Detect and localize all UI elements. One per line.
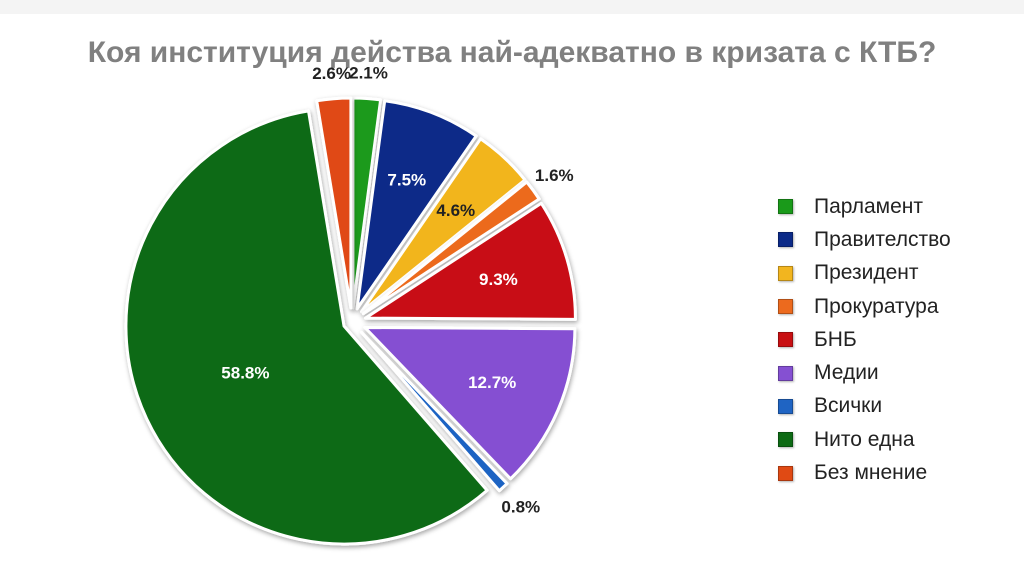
slice-value-label: 0.8% (501, 497, 540, 516)
slice-value-label: 7.5% (387, 171, 426, 190)
legend-swatch (778, 265, 793, 281)
pie-slice (351, 96, 383, 310)
pie-slice (355, 99, 478, 311)
legend-swatch (778, 465, 793, 481)
legend-label: Медии (814, 361, 879, 385)
legend-label: Без мнение (814, 461, 928, 485)
legend-item: Парламент (778, 190, 951, 223)
legend-label: Парламент (814, 194, 923, 218)
legend-label: Президент (814, 261, 919, 285)
legend-item: Нито една (778, 423, 951, 456)
slice-value-label: 2.1% (349, 64, 388, 83)
legend-swatch (778, 199, 793, 215)
legend-swatch (778, 432, 793, 448)
legend-item: БНБ (778, 323, 951, 356)
pie-slice (315, 96, 353, 310)
legend-item: Правителство (778, 223, 951, 256)
slice-value-label: 2.6% (312, 64, 351, 83)
pie-slice (360, 137, 527, 314)
legend-swatch (778, 332, 793, 348)
legend-label: Правителство (814, 227, 951, 251)
legend-swatch (778, 398, 793, 414)
slice-value-label: 4.6% (436, 201, 475, 220)
legend-label: Прокуратура (814, 294, 939, 318)
top-strip (0, 0, 1024, 14)
legend-item: Президент (778, 257, 951, 290)
pie-slice (360, 330, 509, 493)
slice-value-label: 12.7% (468, 373, 516, 392)
slice-value-label: 9.3% (479, 270, 518, 289)
legend-label: Всички (814, 394, 883, 418)
pie-slice (363, 326, 577, 481)
legend-swatch (778, 299, 793, 315)
legend-item: Всички (778, 390, 951, 423)
legend-item: Без мнение (778, 456, 951, 489)
legend-label: БНБ (814, 327, 857, 351)
legend-swatch (778, 365, 793, 381)
pie-slice (124, 109, 489, 546)
slice-value-label: 58.8% (221, 363, 269, 382)
legend-item: Прокуратура (778, 290, 951, 323)
pie-slice (363, 201, 577, 321)
legend-label: Нито една (814, 427, 915, 451)
legend-item: Медии (778, 356, 951, 389)
slice-value-label: 1.6% (535, 166, 574, 185)
legend-swatch (778, 232, 793, 248)
chart-title: Коя институция действа най-адекватно в к… (87, 36, 937, 69)
chart-legend: Парламент Правителство Президент Прокуратур… (778, 190, 951, 490)
pie-slice (361, 180, 541, 316)
